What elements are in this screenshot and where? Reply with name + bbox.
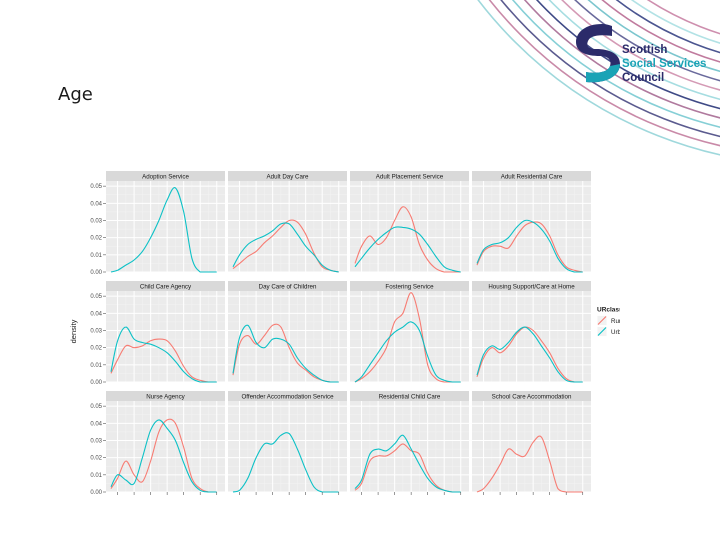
facet-panel: Day Care of Children <box>228 281 347 383</box>
logo-line-3: Council <box>622 72 665 84</box>
facet-title: Adoption Service <box>142 173 189 180</box>
density-line-urban <box>476 219 583 273</box>
logo-text: Scottish Social Services Council <box>622 43 706 85</box>
legend-label: Rural <box>611 318 620 325</box>
logo-line-1: Scottish <box>622 44 668 56</box>
y-tick-label: 0.02 <box>90 456 102 462</box>
facet-panel: Adult Day Care <box>228 171 347 273</box>
facet-strip <box>472 281 591 291</box>
page-title: Age <box>58 84 93 105</box>
density-line-rural <box>110 418 217 493</box>
density-line-urban <box>354 434 461 493</box>
y-tick-label: 0.01 <box>90 363 102 369</box>
facet-title: Housing Support/Care at Home <box>488 283 575 290</box>
facet-panel: Offender Accommodation Service2030405060… <box>228 391 347 495</box>
legend-title: URclass <box>597 307 620 314</box>
y-tick-label: 0.02 <box>90 346 102 352</box>
facet-title: Adult Placement Service <box>376 173 444 180</box>
density-line-rural <box>476 221 583 273</box>
y-tick-label: 0.00 <box>90 380 102 386</box>
y-tick-label: 0.05 <box>90 294 102 300</box>
facet-panel: Adoption Service 0.00 0.01 0.02 0.03 0.04 0.05 <box>90 171 225 276</box>
legend: URclass Rural Urban <box>596 307 620 337</box>
facet-strip <box>228 391 347 401</box>
facet-strip <box>350 281 469 291</box>
density-line-rural <box>110 338 217 383</box>
density-line-rural <box>476 435 583 493</box>
facet-panel: Fostering Service <box>350 281 469 383</box>
facet-title: Residential Child Care <box>379 393 441 400</box>
facet-strip <box>350 391 469 401</box>
y-tick-label: 0.05 <box>90 404 102 410</box>
facet-title: School Care Accommodation <box>492 393 572 400</box>
facet-panel: Residential Child Care20304050607080 <box>350 391 469 495</box>
density-line-rural <box>354 292 461 383</box>
facet-title: Adult Day Care <box>267 173 310 180</box>
density-line-urban <box>232 432 339 493</box>
density-line-urban <box>354 226 461 273</box>
y-tick-label: 0.01 <box>90 473 102 479</box>
facet-panel: Nurse Agency0.000.010.020.030.040.052030… <box>90 391 225 495</box>
density-line-urban <box>110 326 217 383</box>
y-tick-label: 0.03 <box>90 328 102 334</box>
sssc-logo-icon <box>576 24 620 83</box>
y-tick-label: 0.00 <box>90 270 102 276</box>
facet-panel: Adult Placement Service <box>350 171 469 273</box>
facet-title: Day Care of Children <box>259 283 317 290</box>
facet-panel: Housing Support/Care at Home <box>472 281 591 383</box>
facet-strip <box>472 391 591 401</box>
facet-panel: Child Care Agency 0.00 0.01 0.02 0.03 0.04 0.0… <box>90 281 225 386</box>
y-tick-label: 0.03 <box>90 218 102 224</box>
y-tick-label: 0.04 <box>90 421 102 427</box>
y-tick-label: 0.05 <box>90 184 102 190</box>
facet-strip <box>472 171 591 181</box>
density-line-rural <box>476 326 583 383</box>
facet-title: Fostering Service <box>385 283 434 290</box>
y-axis-title: density <box>69 319 78 343</box>
legend-swatch-rural <box>597 316 607 325</box>
density-line-urban <box>232 222 339 273</box>
density-line-urban <box>110 419 217 493</box>
facet-strip <box>350 171 469 181</box>
y-tick-label: 0.02 <box>90 236 102 242</box>
density-line-urban <box>232 324 339 383</box>
y-tick-label: 0.04 <box>90 201 102 207</box>
facet-strip <box>106 171 225 181</box>
y-tick-label: 0.04 <box>90 311 102 317</box>
density-facet-chart: Adoption Service 0.00 0.01 0.02 0.03 0.04 0.05… <box>69 171 620 495</box>
facet-panel: School Care Accommodation20304050607080 <box>472 391 591 495</box>
legend-swatch-urban <box>597 327 607 336</box>
facet-title: Offender Accommodation Service <box>241 393 334 400</box>
facet-strip <box>228 281 347 291</box>
density-line-urban <box>476 326 583 383</box>
facet-title: Nurse Agency <box>146 393 185 400</box>
density-line-urban <box>354 321 461 383</box>
density-line-urban <box>110 187 217 273</box>
facet-title: Child Care Agency <box>140 283 192 290</box>
y-tick-label: 0.01 <box>90 253 102 259</box>
facet-title: Adult Residential Care <box>501 173 563 180</box>
y-tick-label: 0.00 <box>90 490 102 495</box>
facet-strip <box>106 281 225 291</box>
density-line-rural <box>354 206 461 273</box>
y-tick-label: 0.03 <box>90 438 102 444</box>
logo-line-2: Social Services <box>622 58 707 70</box>
facet-strip <box>228 171 347 181</box>
facet-panel: Adult Residential Care <box>472 171 591 273</box>
legend-label: Urban <box>611 329 620 336</box>
facet-strip <box>106 391 225 401</box>
